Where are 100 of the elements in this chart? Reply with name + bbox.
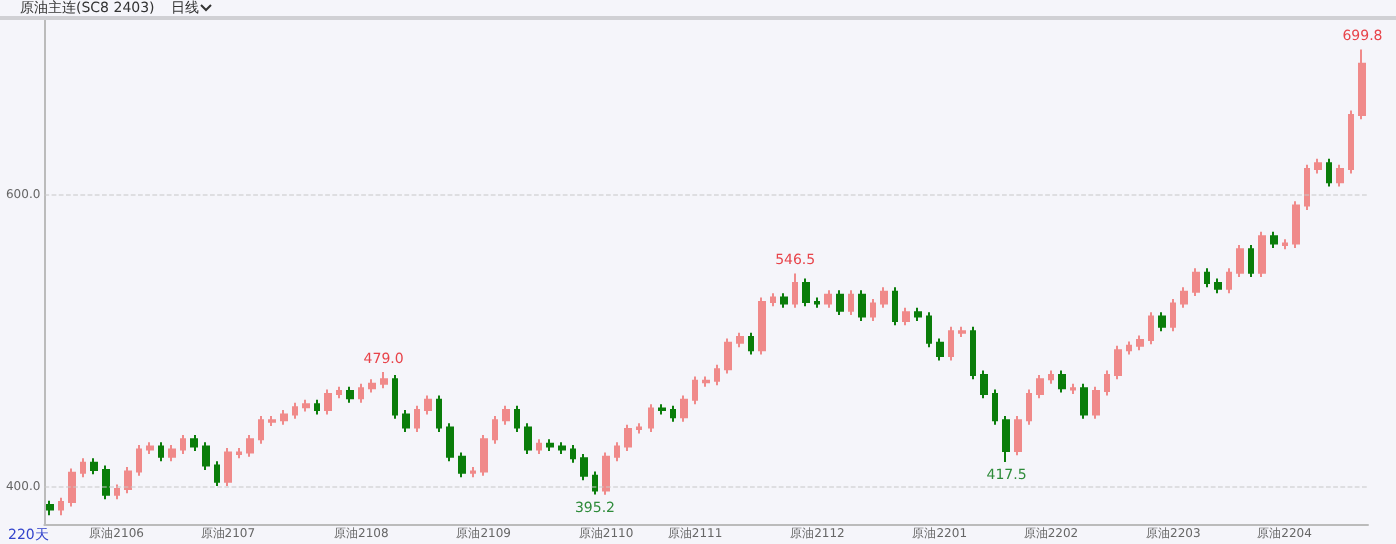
candlestick: [358, 382, 364, 404]
candlestick: [592, 470, 598, 496]
candlestick: [190, 433, 198, 452]
candlestick: [1092, 385, 1100, 420]
candlestick: [936, 337, 944, 362]
candlestick: [1158, 311, 1166, 333]
candlestick: [670, 404, 676, 423]
candlestick: [58, 496, 64, 517]
candlestick: [948, 325, 954, 362]
candlestick: [324, 388, 332, 416]
candlestick: [336, 385, 342, 400]
candlestick: [558, 441, 566, 455]
candlestick: [870, 298, 876, 322]
candlestick: [836, 289, 844, 317]
candlestick: [880, 286, 888, 309]
candlestick: [446, 422, 454, 463]
candlestick: [292, 401, 298, 420]
candlestick: [168, 444, 176, 463]
candlestick: [136, 444, 142, 477]
candlestick: [1148, 311, 1154, 346]
candlestick: [1014, 414, 1022, 457]
candlestick: [480, 433, 488, 477]
candlestick: [1358, 48, 1366, 121]
candlestick: [848, 289, 854, 317]
candlestick: [970, 325, 976, 381]
candlestick: [214, 460, 220, 488]
candlestick: [258, 414, 264, 445]
candlestick: [780, 292, 788, 309]
candlestick: [246, 433, 254, 458]
candlestick: [980, 369, 988, 400]
candlestick: [1304, 163, 1310, 211]
candlestick: [268, 414, 276, 428]
candlestick: [736, 331, 744, 349]
candlestick: [1282, 238, 1288, 251]
candlestick: [158, 441, 164, 463]
candlestick: [814, 296, 820, 309]
candlestick: [436, 394, 442, 433]
candlestick: [1002, 414, 1010, 463]
candlestick: [770, 292, 776, 308]
candlestick: [648, 403, 654, 433]
candlestick: [314, 398, 320, 416]
candlestick: [1114, 344, 1122, 381]
candlestick: [748, 331, 754, 356]
candlestick: [346, 385, 354, 404]
candlestick: [380, 371, 388, 390]
candlestick: [424, 394, 432, 416]
candlestick: [1080, 382, 1088, 420]
candlestick: [368, 378, 376, 394]
candlestick: [546, 438, 554, 452]
candlestick: [458, 451, 466, 479]
candlestick: [1326, 157, 1332, 188]
candlestick: [1348, 109, 1354, 175]
candlestick: [570, 444, 576, 464]
candlestick: [1270, 230, 1278, 249]
candlestick: [224, 447, 232, 488]
candlestick: [914, 306, 922, 322]
candlestick: [402, 409, 410, 433]
candlestick: [1336, 163, 1344, 188]
candlestick: [1248, 243, 1254, 279]
candlestick: [114, 483, 120, 501]
candlestick: [1104, 369, 1110, 397]
candlestick: [792, 272, 798, 309]
candlestick: [1226, 267, 1232, 295]
candlestick: [280, 409, 288, 426]
candlestick: [414, 404, 420, 433]
candlestick: [902, 306, 910, 327]
candlestick: [46, 499, 54, 517]
candlestick: [124, 466, 132, 495]
candlestick: [1070, 382, 1076, 395]
candlestick: [1126, 340, 1132, 356]
candlestick: [146, 441, 154, 455]
candlestick: [1136, 334, 1144, 352]
candlestick: [1058, 369, 1066, 394]
candlestick: [1214, 277, 1222, 295]
candlestick: [80, 457, 86, 479]
candlestick: [614, 441, 620, 463]
candlestick: [758, 296, 766, 356]
candlestick: [802, 277, 810, 308]
candlestick: [90, 457, 98, 476]
candlestick: [1204, 267, 1210, 289]
candlestick: [536, 438, 542, 455]
candlestick: [580, 452, 588, 482]
candlestick: [1026, 388, 1032, 426]
candlestick: [1048, 369, 1054, 385]
candlestick: [658, 403, 666, 416]
candlestick: [180, 433, 186, 455]
candlestick: [514, 404, 520, 433]
candlestick: [1192, 267, 1200, 298]
candlestick: [502, 404, 510, 426]
candlestick: [1258, 230, 1266, 279]
candlestick: [692, 375, 698, 406]
candlestick: [892, 286, 898, 327]
candlestick: [602, 451, 610, 496]
candlestick: [492, 414, 498, 445]
candlestick: [958, 325, 966, 339]
candlestick: [992, 388, 998, 426]
candlestick: [702, 375, 710, 388]
candlestick: [236, 447, 242, 460]
candlestick: [636, 422, 642, 435]
candlestick: [68, 467, 76, 508]
